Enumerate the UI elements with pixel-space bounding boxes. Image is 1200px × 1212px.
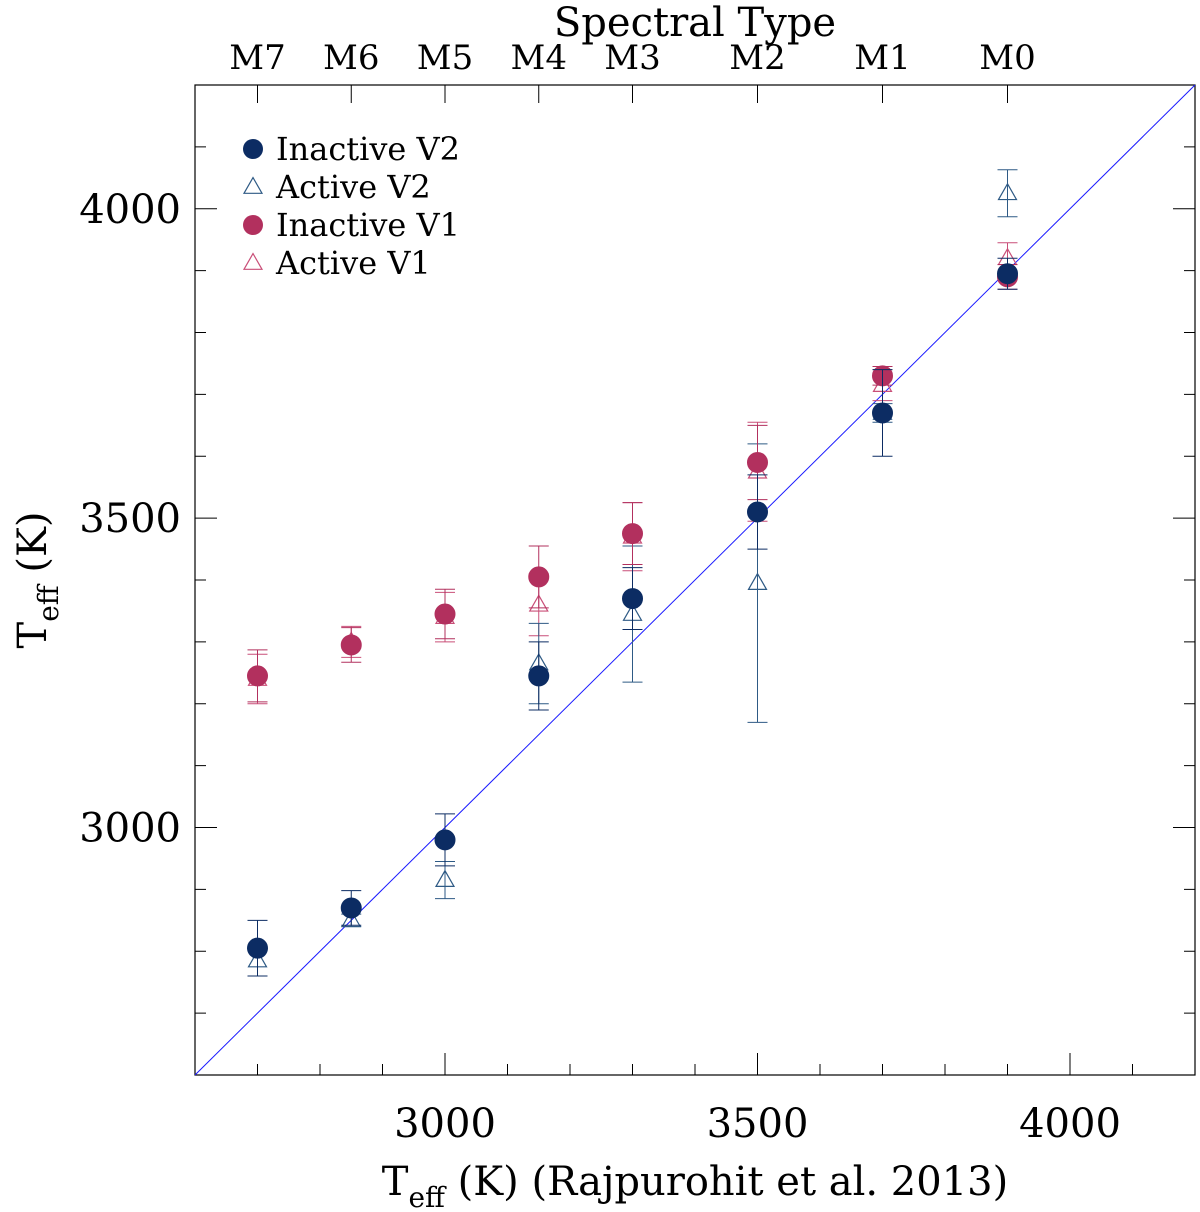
data-point-circle — [434, 603, 456, 625]
data-point-circle — [247, 937, 268, 959]
legend-label: Inactive V2 — [276, 130, 460, 168]
legend-marker-triangle — [242, 176, 264, 194]
data-point-circle — [340, 897, 362, 919]
data-layer — [247, 169, 1018, 977]
legend-label: Active V1 — [275, 244, 431, 282]
legend-label: Inactive V1 — [276, 206, 460, 244]
y-axis-title: Teff (K) — [10, 512, 65, 649]
x-tick-label: 3500 — [707, 1101, 809, 1147]
spectral-type-label: M1 — [854, 38, 910, 78]
data-point-circle — [528, 665, 550, 687]
axes-frame: 3000 3500 4000 3000 3500 4000 M7 M6 M5 M4 M3 M2 M1 M0 — [79, 38, 1196, 1147]
data-point-triangle — [997, 182, 1018, 201]
legend-marker-circle — [243, 215, 263, 235]
y-axis-title-main: T — [10, 621, 56, 648]
y-axis-title-sub: eff — [32, 583, 65, 622]
x-axis-title-sub: eff — [408, 1181, 447, 1212]
spectral-type-label: M4 — [511, 38, 567, 78]
y-tick-label: 3000 — [79, 806, 181, 852]
reference-line-layer — [194, 84, 1196, 1076]
spectral-type-label: M6 — [323, 38, 379, 78]
x-axis-title-rest: (K) (Rajpurohit et al. 2013) — [445, 1159, 1008, 1205]
y-tick-label: 4000 — [79, 187, 181, 233]
data-point-circle — [622, 588, 643, 610]
data-point-circle — [434, 829, 456, 851]
x-tick-label: 4000 — [1019, 1101, 1121, 1147]
series-inactive-v2 — [247, 257, 1018, 977]
spectral-type-label: M0 — [979, 38, 1035, 78]
spectral-type-label: M3 — [604, 38, 660, 78]
data-point-circle — [528, 566, 550, 588]
x-tick-label: 3000 — [394, 1101, 496, 1147]
spectral-type-label: M2 — [729, 38, 785, 78]
one-to-one-line — [194, 84, 1196, 1076]
y-axis-title-rest: (K) — [10, 512, 56, 586]
y-tick-label: 3500 — [79, 496, 181, 542]
data-point-circle — [247, 665, 268, 687]
legend-marker-circle — [243, 139, 263, 159]
data-point-circle — [622, 523, 643, 545]
legend-label: Active V2 — [275, 168, 431, 206]
data-point-triangle — [747, 572, 768, 590]
spectral-type-label: M7 — [229, 38, 285, 78]
x-axis-title-main: T — [382, 1159, 409, 1205]
data-point-circle — [747, 451, 768, 473]
spectral-type-label: M5 — [417, 38, 473, 78]
x-axis-title: Teff (K) (Rajpurohit et al. 2013) — [382, 1159, 1008, 1212]
data-point-triangle — [434, 869, 456, 887]
data-point-circle — [872, 402, 893, 424]
data-point-triangle — [528, 594, 549, 612]
legend-marker-triangle — [242, 252, 264, 270]
top-axis-title: Spectral Type — [554, 0, 836, 46]
data-point-circle — [340, 634, 362, 656]
data-point-triangle — [341, 909, 362, 928]
data-point-circle — [997, 263, 1018, 285]
data-point-circle — [747, 501, 768, 523]
